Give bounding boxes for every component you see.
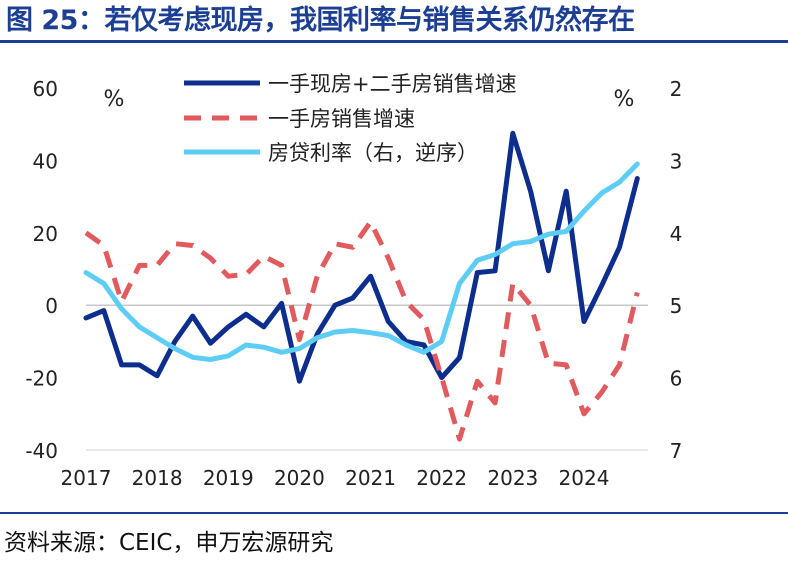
left-tick-label: 60	[33, 77, 58, 101]
left-axis-unit: %	[104, 87, 125, 112]
x-tick-label: 2024	[559, 466, 610, 490]
x-tick-label: 2021	[345, 466, 396, 490]
right-tick-label: 5	[670, 294, 683, 318]
x-tick-label: 2022	[416, 466, 467, 490]
title-divider	[0, 40, 788, 43]
legend-label: 一手现房+二手房销售增速	[268, 72, 517, 96]
right-tick-label: 3	[670, 149, 683, 173]
right-tick-label: 2	[670, 77, 683, 101]
x-tick-label: 2019	[203, 466, 254, 490]
line-chart: -40 -20 0 20 40 60 2 3 4 5 6 7% % 2017 2018 2019 2020 202…	[25, 72, 682, 490]
source-divider	[0, 512, 788, 514]
x-tick-label: 2017	[61, 466, 112, 490]
left-tick-label: -20	[25, 367, 58, 391]
left-tick-label: 40	[33, 149, 58, 173]
series-line-total-sales	[83, 130, 640, 384]
left-tick-label: -40	[25, 439, 58, 463]
x-tick-label: 2023	[487, 466, 538, 490]
chart-title: 图 25：若仅考虑现房，我国利率与销售关系仍然存在	[6, 5, 635, 36]
right-tick-label: 4	[670, 222, 683, 246]
series-layer	[83, 130, 640, 442]
source-note: 资料来源：CEIC，申万宏源研究	[4, 530, 334, 556]
left-tick-label: 20	[33, 222, 58, 246]
right-axis-unit: %	[614, 87, 635, 112]
legend-label: 一手房销售增速	[268, 107, 415, 131]
axes-layer: -40 -20 0 20 40 60 2 3 4 5 6 7% % 2017 2018 2019 2020 202…	[25, 77, 682, 490]
grid-layer	[86, 304, 648, 451]
series-line-mortgage-rate	[83, 161, 640, 362]
x-tick-label: 2020	[274, 466, 325, 490]
right-tick-label: 7	[670, 439, 683, 463]
x-tick-label: 2018	[132, 466, 183, 490]
left-tick-label: 0	[45, 294, 58, 318]
legend-label: 房贷利率（右，逆序）	[268, 141, 478, 165]
right-tick-label: 6	[670, 367, 683, 391]
series-line-new-home-sales	[84, 219, 640, 442]
